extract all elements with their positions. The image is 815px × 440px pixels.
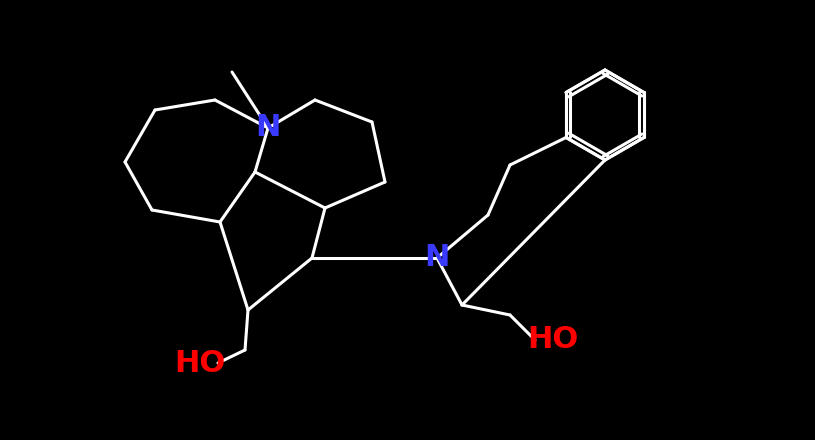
Text: N: N xyxy=(425,243,450,272)
Text: N: N xyxy=(255,114,280,143)
Text: HO: HO xyxy=(527,326,579,355)
Text: HO: HO xyxy=(174,348,226,378)
